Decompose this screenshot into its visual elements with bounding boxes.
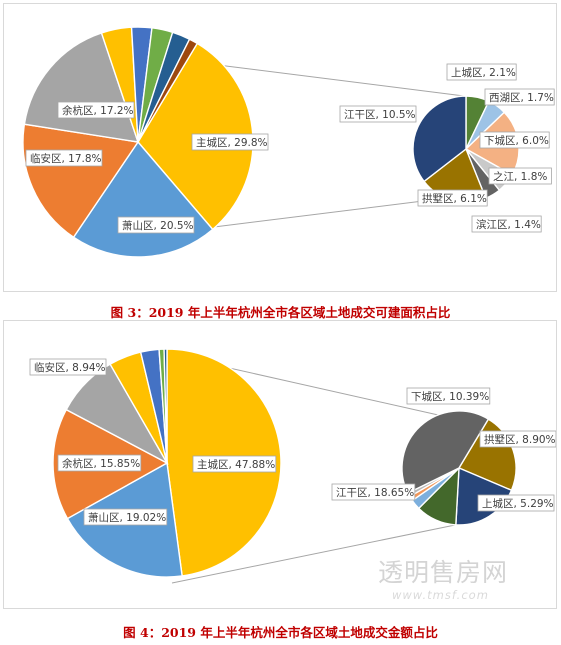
amount-main-label-box-2	[57, 454, 142, 472]
watermark-logo: 透明售房网	[378, 558, 509, 587]
chart-panel-area: 主城区, 29.8% 萧山区, 20.5% 临安区, 17.8% 余杭区, 17.2%…	[3, 3, 557, 292]
area-sec-label-box-5	[417, 189, 488, 207]
amount-sec-label-box-0	[406, 387, 491, 405]
amount-main-label-box-3	[29, 358, 107, 376]
area-sec-label-box-0	[446, 63, 517, 81]
area-sec-label-0: 上城区, 2.1%	[451, 67, 516, 79]
area-main-label-1: 萧山区, 20.5%	[122, 220, 194, 232]
amount-sec-label-2: 上城区, 5.29%	[482, 498, 554, 510]
amount-main-label-3: 临安区, 8.94%	[34, 361, 106, 374]
area-sec-label-2: 下城区, 6.0%	[484, 135, 549, 147]
area-sec-label-5: 拱墅区, 6.1%	[422, 192, 487, 205]
amount-sec-label-box-1	[479, 430, 556, 448]
area-main-label-box-3	[57, 101, 135, 119]
amount-sec-label-0: 下城区, 10.39%	[411, 391, 489, 403]
amount-pie-chart: 主城区, 47.88% 萧山区, 19.02% 余杭区, 15.85% 临安区, 8.…	[29, 348, 556, 584]
amount-main-label-0: 主城区, 47.88%	[197, 459, 275, 471]
area-sec-label-6: 江干区, 10.5%	[344, 109, 416, 121]
amount-main-label-1: 萧山区, 19.02%	[88, 512, 166, 524]
amount-connector-bottom	[171, 523, 461, 584]
watermark-url: www.tmsf.com	[392, 588, 489, 602]
area-sec-label-1: 西湖区, 1.7%	[489, 92, 554, 104]
area-sec-label-box-1	[484, 88, 555, 106]
area-main-slice-8	[137, 38, 199, 143]
amount-sec-label-1: 拱墅区, 8.90%	[484, 433, 556, 446]
area-sec-label-4: 滨江区, 1.4%	[476, 218, 541, 231]
amount-main-label-box-1	[83, 508, 168, 526]
amount-main-label-2: 余杭区, 15.85%	[62, 457, 140, 470]
area-sec-label-box-3	[488, 167, 552, 185]
amount-main-label-box-0	[192, 455, 277, 473]
chart-panel-amount: 主城区, 47.88% 萧山区, 19.02% 余杭区, 15.85% 临安区, 8.…	[3, 320, 557, 609]
area-main-label-0: 主城区, 29.8%	[196, 137, 268, 149]
amount-sec-label-box-6	[331, 483, 416, 501]
amount-sec-slice-6	[401, 410, 490, 495]
area-main-label-box-0	[191, 133, 269, 151]
area-sec-label-box-2	[479, 131, 550, 149]
amount-sec-label-box-2	[477, 494, 555, 512]
area-sec-label-3: 之江, 1.8%	[493, 170, 547, 183]
area-connector-top	[209, 63, 465, 97]
area-main-label-box-2	[25, 149, 103, 167]
area-sec-label-box-6	[339, 105, 417, 123]
figure-caption-3: 图 3：2019 年上半年杭州全市各区域土地成交可建面积占比	[110, 305, 451, 320]
area-main-label-2: 临安区, 17.8%	[30, 152, 102, 165]
figure-caption-4: 图 4：2019 年上半年杭州全市各区域土地成交金额占比	[123, 625, 438, 640]
area-sec-label-box-4	[471, 215, 542, 233]
area-main-label-3: 余杭区, 17.2%	[62, 104, 134, 117]
area-main-label-box-1	[117, 216, 195, 234]
area-pie-chart: 主城区, 29.8% 萧山区, 20.5% 临安区, 17.8% 余杭区, 17.2%…	[22, 26, 555, 258]
amount-main-slice-7	[163, 348, 168, 464]
amount-sec-label-6: 江干区, 18.65%	[336, 487, 414, 499]
area-sec-slice-6	[412, 95, 467, 183]
